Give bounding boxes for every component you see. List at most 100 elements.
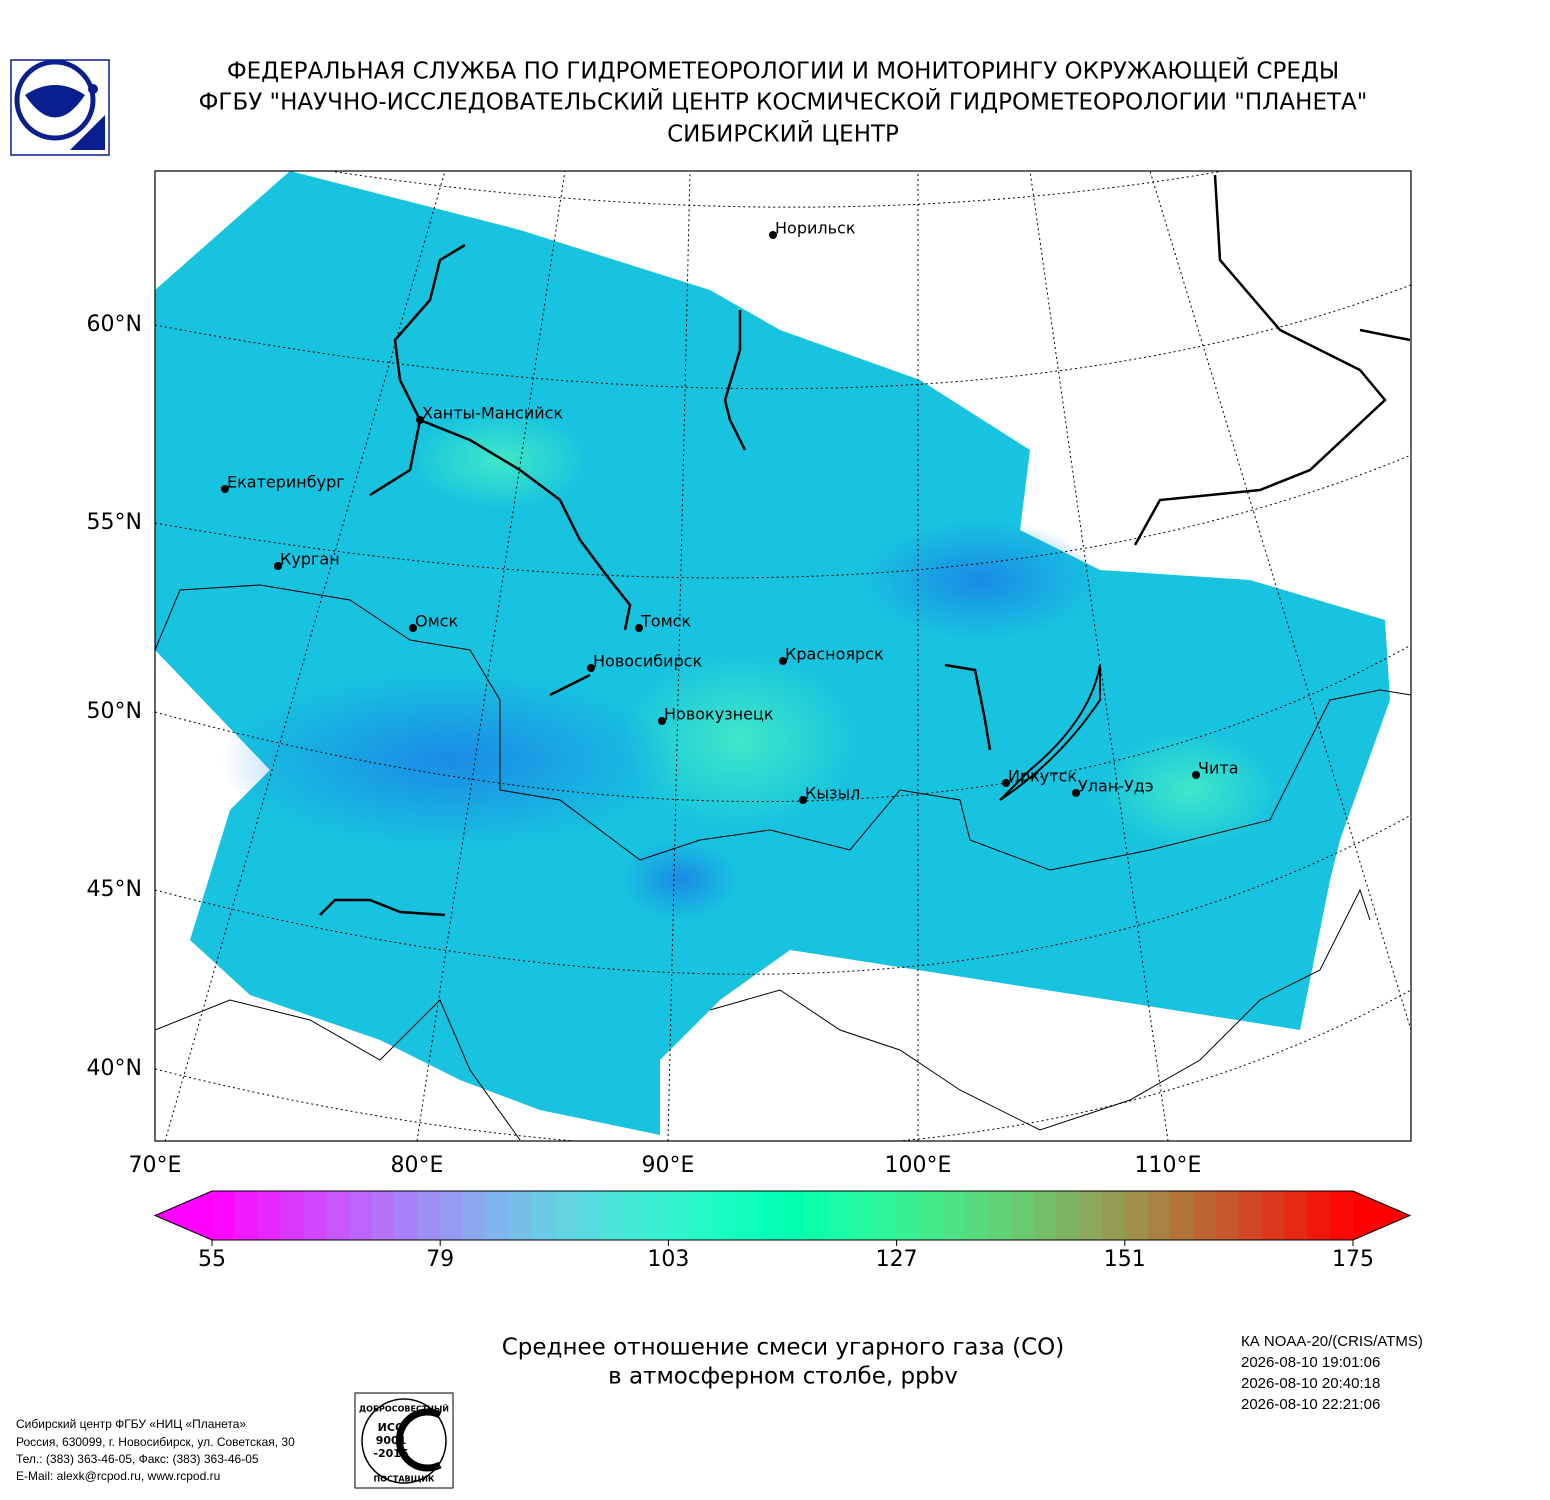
colorbar-segment xyxy=(736,1191,761,1240)
iso-bottom: ПОСТАВЩИК xyxy=(374,1475,435,1484)
map xyxy=(155,171,1411,1141)
field-shade xyxy=(620,650,860,830)
lon-label: 80°E xyxy=(391,1153,444,1178)
colorbar-segment xyxy=(622,1191,647,1240)
city-dot xyxy=(274,562,282,570)
borders xyxy=(155,584,1411,1141)
city-dot xyxy=(416,416,424,424)
city-dot xyxy=(221,485,229,493)
city-dot xyxy=(658,717,666,725)
colorbar-segment xyxy=(1330,1191,1354,1240)
field-shade xyxy=(1100,730,1280,850)
colorbar-tick-label: 55 xyxy=(198,1247,226,1272)
lat-label: 50°N xyxy=(87,699,142,724)
city-dot xyxy=(1002,779,1010,787)
colorbar-segment xyxy=(828,1191,852,1240)
field-shade xyxy=(220,670,680,850)
city-dot xyxy=(769,231,777,239)
colorbar-segment xyxy=(987,1191,1012,1240)
footer-line: Сибирский центр ФГБУ «НИЦ «Планета» xyxy=(16,1417,246,1431)
caption-line: в атмосферном столбе, ppbv xyxy=(608,1364,958,1390)
colorbar-segment xyxy=(850,1191,875,1240)
satellite-line: КА NOAA-20/(CRIS/ATMS) xyxy=(1241,1333,1423,1350)
colorbar-segment xyxy=(485,1191,510,1240)
iso-logo: ДОБРОСОВЕСТНЫЙ ИСО 9001 -2015 ПОСТАВЩИК xyxy=(354,1392,454,1489)
colorbar-segment xyxy=(1193,1191,1217,1240)
colorbar-tick-label: 151 xyxy=(1104,1247,1146,1272)
city-label: Кызыл xyxy=(805,784,860,803)
city-dot xyxy=(587,664,595,672)
colorbar-tick-label: 79 xyxy=(426,1247,454,1272)
colorbar-segment xyxy=(759,1191,783,1240)
satellite-line: 2026-08-10 22:21:06 xyxy=(1241,1396,1380,1413)
city-label: Екатеринбург xyxy=(227,473,345,492)
colorbar-segment xyxy=(508,1191,532,1240)
colorbar-segment xyxy=(782,1191,806,1240)
colorbar: 55 79 103 127 151 175 xyxy=(153,1190,1412,1272)
footer-line: E-Mail: alexk@rcpod.ru, www.rcpod.ru xyxy=(16,1469,220,1483)
colorbar-segment xyxy=(1284,1191,1308,1240)
lon-label: 70°E xyxy=(129,1153,182,1178)
iso-top: ДОБРОСОВЕСТНЫЙ xyxy=(359,1403,449,1414)
colorbar-segment xyxy=(645,1191,669,1240)
colorbar-segment xyxy=(326,1191,350,1240)
city-dot xyxy=(1192,771,1200,779)
field-shade xyxy=(860,520,1100,640)
colorbar-segment xyxy=(394,1191,418,1240)
satellite-line: 2026-08-10 20:40:18 xyxy=(1241,1375,1380,1392)
colorbar-segment xyxy=(577,1191,601,1240)
city-label: Норильск xyxy=(775,219,856,238)
city-label: Новокузнецк xyxy=(664,705,774,724)
city-dot xyxy=(409,624,417,632)
colorbar-segment xyxy=(805,1191,829,1240)
colorbar-segment xyxy=(303,1191,327,1240)
colorbar-segment xyxy=(1033,1191,1057,1240)
city-label: Улан-Удэ xyxy=(1078,777,1154,796)
colorbar-segment xyxy=(873,1191,898,1240)
colorbar-segment xyxy=(1101,1191,1126,1240)
colorbar-segment xyxy=(440,1191,464,1240)
lon-label: 100°E xyxy=(885,1153,952,1178)
colorbar-segment xyxy=(691,1191,715,1240)
header-line: ФЕДЕРАЛЬНАЯ СЛУЖБА ПО ГИДРОМЕТЕОРОЛОГИИ … xyxy=(227,57,1339,85)
city-label: Чита xyxy=(1198,759,1239,778)
lon-label: 90°E xyxy=(642,1153,695,1178)
colorbar-extend xyxy=(1353,1191,1410,1240)
colorbar-segment xyxy=(1261,1191,1286,1240)
field-shade xyxy=(620,840,740,920)
colorbar-segment xyxy=(896,1191,920,1240)
iso-line: ИСО xyxy=(378,1421,405,1434)
colorbar-segment xyxy=(1056,1191,1080,1240)
colorbar-segment xyxy=(371,1191,396,1240)
footer-line: Тел.: (383) 363-46-05, Факс: (383) 363-4… xyxy=(16,1452,259,1466)
colorbar-segment xyxy=(668,1191,692,1240)
colorbar-tick-label: 175 xyxy=(1332,1247,1374,1272)
lon-labels: 70°E 80°E 90°E 100°E 110°E xyxy=(129,1153,1202,1178)
lat-label: 40°N xyxy=(87,1056,142,1081)
colorbar-segment xyxy=(1307,1191,1331,1240)
city-dot xyxy=(799,796,807,804)
colorbar-segment xyxy=(280,1191,304,1240)
city-dot xyxy=(635,624,643,632)
caption-line: Среднее отношение смеси угарного газа (C… xyxy=(502,1335,1065,1361)
logo xyxy=(10,59,110,156)
city-dot xyxy=(779,657,787,665)
city-label: Курган xyxy=(280,550,340,569)
map-frame xyxy=(154,170,1412,1142)
colorbar-segment xyxy=(554,1191,578,1240)
colorbar-extend xyxy=(155,1191,212,1240)
colorbar-segment xyxy=(531,1191,555,1240)
colorbar-segment xyxy=(599,1191,624,1240)
iso-line: 9001 xyxy=(376,1434,407,1447)
colorbar-segment xyxy=(942,1191,966,1240)
lat-label: 45°N xyxy=(87,877,142,902)
colorbar-tick-label: 127 xyxy=(876,1247,918,1272)
city-label: Омск xyxy=(415,612,458,631)
colorbar-segment xyxy=(234,1191,259,1240)
graticule xyxy=(155,171,1411,1141)
header-line: СИБИРСКИЙ ЦЕНТР xyxy=(667,120,899,148)
city-dot xyxy=(1072,789,1080,797)
colorbar-segment xyxy=(463,1191,487,1240)
field-shade xyxy=(410,410,590,510)
